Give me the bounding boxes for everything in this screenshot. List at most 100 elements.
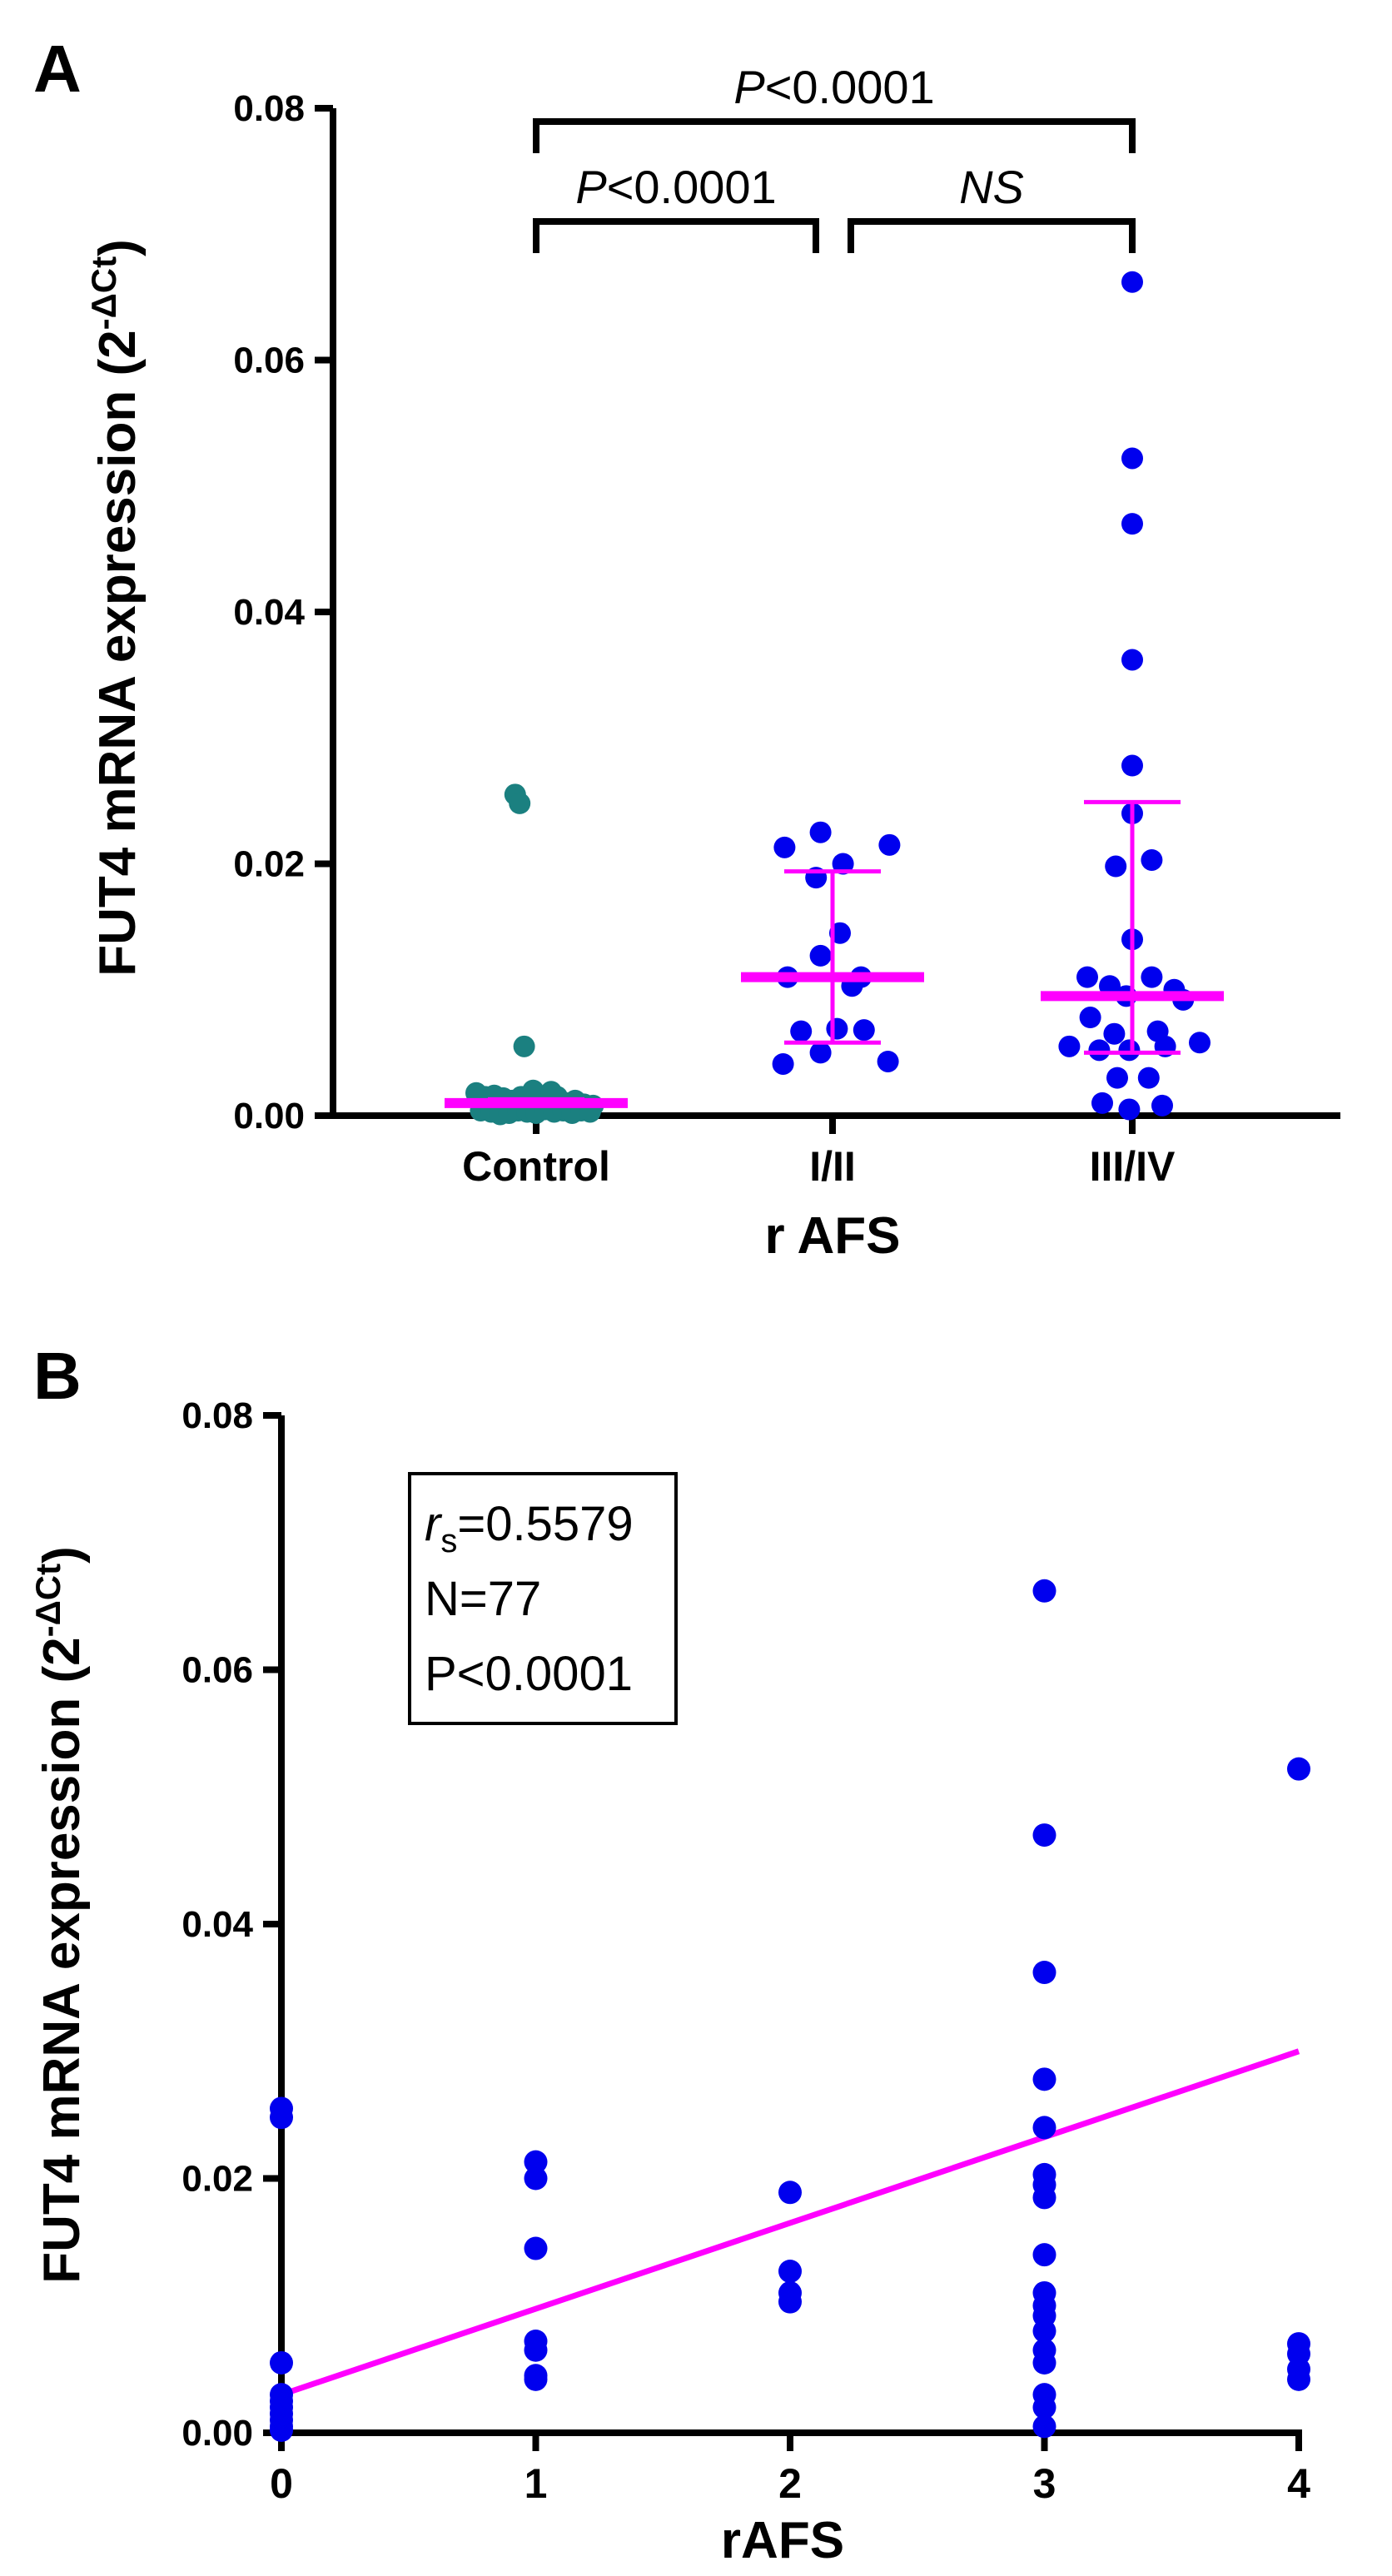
data-point [1287,2367,1310,2391]
data-point [1032,2067,1056,2091]
significance-label-value: <0.0001 [765,61,935,113]
data-point [1189,1032,1211,1054]
panel-b-regression-line [280,2048,1300,2398]
y-tick-label: 0.02 [181,2159,253,2200]
data-point [809,821,832,843]
data-point [1118,1098,1141,1121]
stats-n: N=77 [425,1572,541,1626]
significance-label-text: NS [959,161,1024,213]
data-point [809,944,832,967]
data-point [1118,1039,1141,1062]
panel-a-y-axis-title-superscript: -ΔCt [84,256,123,331]
y-tick-label: 0.04 [233,592,305,633]
data-point [270,2350,293,2375]
data-point [826,1017,848,1040]
y-tick-label: 0.04 [181,1904,253,1945]
significance-label-value: <0.0001 [607,161,777,213]
stats-rs: rs=0.5579 [425,1497,634,1559]
data-point [1032,2350,1056,2375]
data-point [1079,1007,1101,1029]
y-tick-label: 0.00 [181,2413,253,2454]
data-point [877,1050,899,1072]
data-point [1032,2186,1056,2210]
significance-label-p: P [575,161,606,213]
data-point [1058,1035,1081,1057]
data-point [1121,271,1143,293]
significance-bracket [848,218,1136,253]
x-tick-label: 1 [524,2460,548,2507]
panel-a-y-axis-title-main: FUT4 mRNA expression (2 [89,330,147,976]
data-point [1032,1579,1056,1603]
data-point [509,792,531,814]
panel-b-y-axis-title-close: ) [33,1546,91,1564]
data-point [524,2150,548,2174]
data-point [1032,2414,1056,2439]
panel-a-median-iqr [445,799,1224,1108]
significance-label: NS [959,161,1024,213]
x-tick-label: 2 [778,2460,802,2507]
y-tick-label: 0.08 [233,88,305,129]
stats-rs-value: =0.5579 [457,1497,633,1551]
panel-a-axes: 0.00 0.02 0.04 0.06 0.08 Control I/II III/IV [233,88,1340,1190]
data-point [1032,2319,1056,2343]
data-point [522,1079,544,1102]
panel-letter-a: A [33,32,82,106]
data-point [790,1020,813,1042]
fit-line [280,2048,1300,2398]
panel-b-stats-box: rs=0.5579 N=77 P<0.0001 [408,1472,678,1725]
panel-b-points [270,1579,1310,2442]
data-point [1091,1092,1113,1114]
significance-label-p: P [733,61,764,113]
panel-letter-b: B [33,1339,82,1413]
data-point [1141,848,1163,871]
data-point [524,2338,548,2362]
x-tick-label: 4 [1287,2460,1310,2507]
data-point [1076,966,1098,988]
significance-bracket [533,218,819,253]
stats-rs-subscript: s [440,1523,457,1559]
significance-bracket [533,118,1136,153]
data-point [1032,2116,1056,2140]
data-point [270,2418,293,2442]
panel-b-y-axis-title-main: FUT4 mRNA expression (2 [33,1637,91,2283]
data-point [1151,1094,1173,1116]
x-tick-label: Control [462,1143,610,1190]
panel-a-y-axis-title: FUT4 mRNA expression (2-ΔCt) [84,239,147,977]
data-point [1137,1067,1160,1089]
y-tick-label: 0.06 [233,341,305,381]
data-point [1106,1067,1128,1089]
data-point [832,853,854,875]
x-tick-label: I/II [809,1143,856,1190]
data-point [878,833,901,856]
x-tick-label: 0 [270,2460,293,2507]
data-point [1088,1039,1111,1062]
data-point [524,2236,548,2260]
data-point [778,2260,802,2284]
data-point [1032,1961,1056,1985]
data-point [524,2367,548,2391]
data-point [1141,966,1163,988]
panel-b-axes: 0.00 0.02 0.04 0.06 0.08 0 1 2 3 4 [181,1395,1310,2507]
data-point [513,1035,535,1057]
data-point [853,1019,875,1042]
panel-b: B 0.00 0.02 0.04 0.06 0.08 0 1 2 3 4 rs=0.5579 N=… [28,1339,1311,2569]
panel-b-x-axis-title: rAFS [721,2512,844,2569]
data-point [778,2181,802,2205]
panel-a-y-axis-title-close: ) [89,239,147,256]
significance-label: P<0.0001 [575,161,776,213]
stats-p: P<0.0001 [425,1647,633,1701]
panel-b-y-axis-title-superscript: -ΔCt [28,1564,67,1638]
data-point [1121,447,1143,470]
data-point [540,1081,562,1103]
data-point [809,1042,832,1064]
data-point [524,2166,548,2191]
data-point [270,2106,293,2130]
data-point [1103,1022,1126,1045]
panel-a-x-axis-title: r AFS [764,1207,900,1265]
data-point [1032,2395,1056,2419]
y-tick-label: 0.00 [233,1096,305,1136]
data-point [772,1052,794,1075]
